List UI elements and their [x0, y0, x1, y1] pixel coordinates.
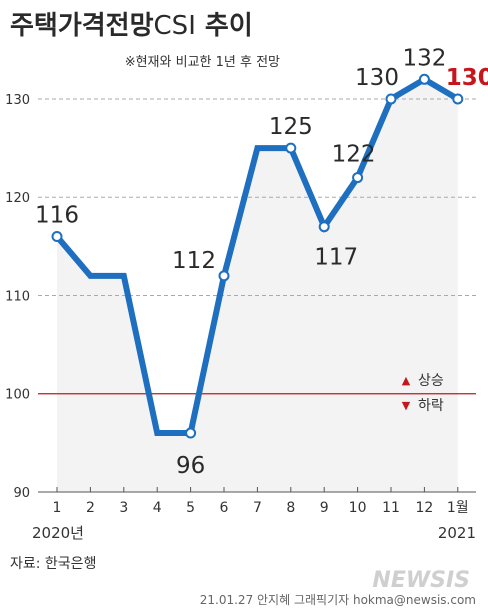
data-label-9: 117 — [314, 245, 358, 271]
legend-down-label: 하락 — [418, 398, 444, 414]
year-end-label: 2021 — [438, 524, 476, 542]
data-label-10: 122 — [332, 142, 376, 168]
data-marker-13 — [452, 93, 464, 105]
data-label-1: 116 — [35, 203, 79, 229]
x-tick-label-13: 1월 — [447, 500, 469, 516]
data-marker-9 — [318, 221, 330, 233]
title-csi: CSI — [154, 11, 196, 41]
x-tick-label-9: 9 — [320, 500, 329, 516]
data-marker-1 — [51, 231, 63, 243]
year-start-label: 2020년 — [32, 524, 84, 542]
chart-title: 주택가격전망CSI 추이 — [10, 11, 253, 41]
x-tick-label-6: 6 — [220, 500, 229, 516]
data-label-8: 125 — [269, 114, 313, 140]
x-tick-label-3: 3 — [119, 500, 128, 516]
data-marker-12 — [418, 73, 430, 85]
data-marker-8 — [285, 142, 297, 154]
y-tick-label-120: 120 — [5, 191, 30, 206]
newsis-logo: NEWSIS — [372, 568, 470, 593]
data-label-13: 130 — [446, 65, 488, 91]
source-note: 자료: 한국은행 — [10, 556, 96, 572]
data-marker-10 — [352, 172, 364, 184]
chart-subtitle: ※현재와 비교한 1년 후 전망 — [125, 55, 280, 70]
y-tick-label-130: 130 — [5, 93, 30, 108]
y-tick-label-100: 100 — [5, 388, 30, 403]
credit-line: 21.01.27 안지혜 그래픽기자 hokma@newsis.com — [200, 593, 476, 607]
y-tick-label-110: 110 — [5, 289, 30, 304]
legend-down-symbol: ▼ — [402, 399, 411, 412]
x-tick-label-8: 8 — [286, 500, 295, 516]
data-marker-6 — [218, 270, 230, 282]
x-tick-label-7: 7 — [253, 500, 262, 516]
title-suffix: 추이 — [196, 11, 253, 41]
x-tick-label-2: 2 — [86, 500, 95, 516]
legend-up-label: 상승 — [418, 373, 444, 389]
data-label-11: 130 — [355, 65, 399, 91]
title-main: 주택가격전망 — [10, 11, 154, 41]
data-label-12: 132 — [402, 45, 446, 71]
x-tick-label-12: 12 — [415, 500, 433, 516]
legend-up-symbol: ▲ — [402, 374, 411, 387]
legend: ▲ 상승 ▼ 하락 — [402, 373, 444, 414]
x-tick-label-5: 5 — [186, 500, 195, 516]
data-label-6: 112 — [172, 248, 216, 274]
x-tick-label-1: 1 — [53, 500, 62, 516]
area-fill — [57, 79, 458, 492]
x-tick-label-11: 11 — [382, 500, 400, 516]
x-tick-label-10: 10 — [349, 500, 367, 516]
x-tick-label-4: 4 — [153, 500, 162, 516]
data-label-5: 96 — [176, 453, 205, 479]
data-marker-5 — [185, 427, 197, 439]
y-tick-label-90: 90 — [13, 486, 30, 501]
data-marker-11 — [385, 93, 397, 105]
